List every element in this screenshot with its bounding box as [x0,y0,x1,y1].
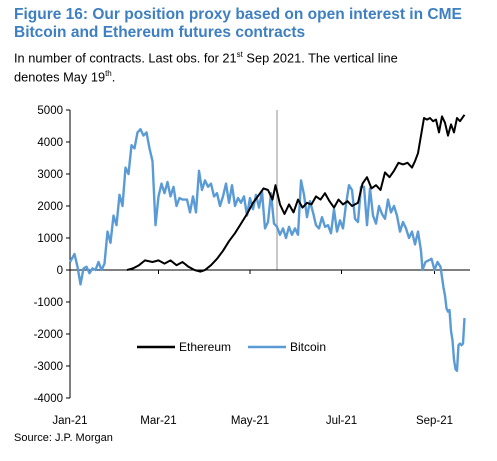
x-tick-label: Jan-21 [52,415,87,427]
x-tick-label: Sep-21 [416,415,453,427]
y-tick-label: -1000 [34,297,63,309]
y-tick-label: 2000 [37,201,63,213]
chart-title: Figure 16: Our position proxy based on o… [14,6,489,42]
chart-subtitle: In number of contracts. Last obs. for 21… [14,47,489,86]
source-note: Source: J.P. Morgan [14,432,113,444]
chart-title-line2: Bitcoin and Ethereum futures contracts [14,24,306,41]
legend-label-bitcoin: Bitcoin [290,340,326,354]
x-tick-label: Jul-21 [326,415,357,427]
y-tick-label: 0 [57,265,63,277]
subtitle-part-b: Sep 2021. The vertical line [242,50,398,66]
subtitle-part-d: . [111,69,116,85]
subtitle-part-c: denotes May 19 [14,69,106,85]
chart-title-line1: Figure 16: Our position proxy based on o… [14,6,462,23]
series-line-ethereum [126,114,466,273]
subtitle-part-a: In number of contracts. Last obs. for 21 [14,50,237,66]
x-tick-label: May-21 [231,415,269,427]
y-tick-label: 5000 [37,105,63,117]
x-tick-label: Mar-21 [140,415,176,427]
y-tick-label: -4000 [34,393,63,405]
y-tick-label: 3000 [37,169,63,181]
subtitle-sup-2: th [105,69,112,79]
y-tick-label: -3000 [34,361,63,373]
y-tick-label: 1000 [37,233,63,245]
y-tick-label: 4000 [37,137,63,149]
legend-label-ethereum: Ethereum [179,340,231,354]
y-tick-label: -2000 [34,329,63,341]
subtitle-sup-1: st [236,50,243,59]
series-line-bitcoin [68,127,466,372]
